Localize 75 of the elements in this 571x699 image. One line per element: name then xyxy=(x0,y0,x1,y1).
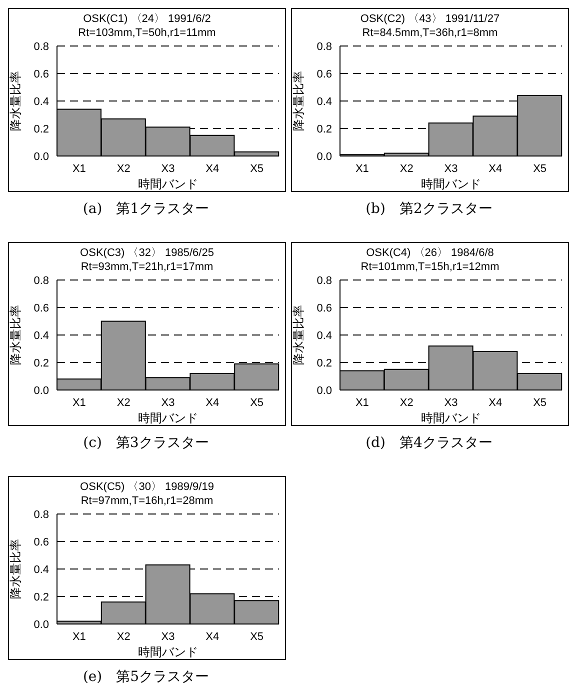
y-axis-title: 降水量比率 xyxy=(8,305,22,365)
y-tick-label: 0.8 xyxy=(316,40,332,53)
x-tick-label: X2 xyxy=(116,630,130,643)
y-axis-title: 降水量比率 xyxy=(8,71,22,131)
x-tick-label: X2 xyxy=(400,162,414,175)
y-tick-label: 0.4 xyxy=(34,330,49,342)
y-tick-label: 0.4 xyxy=(316,96,332,108)
y-tick-label: 0.0 xyxy=(316,384,332,397)
y-tick-label: 0.8 xyxy=(316,274,332,287)
x-tick-label: X1 xyxy=(355,396,369,409)
chart-subtitle: Rt=84.5mm,T=36h,r1=8mm xyxy=(361,26,499,40)
y-tick-label: 0.8 xyxy=(34,508,49,521)
x-tick-label: X4 xyxy=(206,396,220,409)
y-tick-label: 0.2 xyxy=(34,591,49,604)
x-tick-label: X3 xyxy=(161,396,175,409)
x-tick-label: X2 xyxy=(116,396,130,409)
y-tick-label: 0.2 xyxy=(316,357,332,370)
x-axis-title: 時間バンド xyxy=(421,177,481,191)
chart-title: OSK(C1) 〈24〉 1991/6/2 xyxy=(82,12,212,26)
y-tick-label: 0.6 xyxy=(316,302,332,314)
text: (d) 第4クラスター xyxy=(364,434,494,452)
x-tick-label: X1 xyxy=(72,162,86,175)
y-axis-title: 降水量比率 xyxy=(291,71,306,131)
y-tick-label: 0.2 xyxy=(34,357,49,370)
y-tick-label: 0.0 xyxy=(34,384,49,397)
y-axis-title: 降水量比率 xyxy=(8,539,22,599)
x-tick-label: X5 xyxy=(250,396,264,409)
x-tick-label: X4 xyxy=(488,396,502,409)
y-tick-label: 0.6 xyxy=(34,536,49,548)
y-tick-label: 0.6 xyxy=(316,68,332,80)
x-axis-title: 時間バンド xyxy=(138,177,198,191)
chart-title: OSK(C5) 〈30〉 1989/9/19 xyxy=(79,480,215,494)
x-tick-label: X1 xyxy=(72,630,86,643)
x-tick-label: X4 xyxy=(206,162,220,175)
y-tick-label: 0.6 xyxy=(34,302,49,314)
chart-subtitle: Rt=101mm,T=15h,r1=12mm xyxy=(360,260,500,274)
chart-title: OSK(C3) 〈32〉 1985/6/25 xyxy=(79,246,215,260)
x-tick-label: X4 xyxy=(488,162,502,175)
x-tick-label: X3 xyxy=(444,162,458,175)
x-tick-label: X1 xyxy=(72,396,86,409)
y-axis-title: 降水量比率 xyxy=(291,305,306,365)
chart-subtitle: Rt=93mm,T=21h,r1=17mm xyxy=(80,260,214,274)
x-tick-label: X5 xyxy=(250,162,264,175)
y-tick-label: 0.4 xyxy=(34,96,49,108)
chart-subtitle: Rt=97mm,T=16h,r1=28mm xyxy=(80,494,214,508)
y-tick-label: 0.0 xyxy=(34,150,49,163)
x-tick-label: X5 xyxy=(250,630,264,643)
x-tick-label: X5 xyxy=(533,162,547,175)
y-tick-label: 0.2 xyxy=(34,123,49,136)
y-tick-label: 0.2 xyxy=(316,123,332,136)
x-tick-label: X3 xyxy=(161,630,175,643)
chart-title: OSK(C4) 〈26〉 1984/6/8 xyxy=(365,246,495,260)
y-tick-label: 0.0 xyxy=(316,150,332,163)
text: (a) 第1クラスター xyxy=(82,200,210,218)
y-tick-label: 0.4 xyxy=(316,330,332,342)
x-tick-label: X4 xyxy=(206,630,220,643)
chart-title: OSK(C2) 〈43〉 1991/11/27 xyxy=(359,12,501,26)
text: (c) 第3クラスター xyxy=(82,434,210,452)
x-tick-label: X3 xyxy=(444,396,458,409)
y-tick-label: 0.6 xyxy=(34,68,49,80)
y-tick-label: 0.4 xyxy=(34,564,49,576)
x-tick-label: X2 xyxy=(400,396,414,409)
y-tick-label: 0.8 xyxy=(34,274,49,287)
y-tick-label: 0.8 xyxy=(34,40,49,53)
x-axis-title: 時間バンド xyxy=(138,645,198,659)
x-tick-label: X3 xyxy=(161,162,175,175)
x-tick-label: X2 xyxy=(116,162,130,175)
y-tick-label: 0.0 xyxy=(34,618,49,631)
x-tick-label: X1 xyxy=(355,162,369,175)
text: (e) 第5クラスター xyxy=(82,668,210,686)
chart-subtitle: Rt=103mm,T=50h,r1=11mm xyxy=(77,26,217,40)
x-tick-label: X5 xyxy=(533,396,547,409)
x-axis-title: 時間バンド xyxy=(421,411,481,425)
x-axis-title: 時間バンド xyxy=(138,411,198,425)
text: (b) 第2クラスター xyxy=(364,200,494,218)
